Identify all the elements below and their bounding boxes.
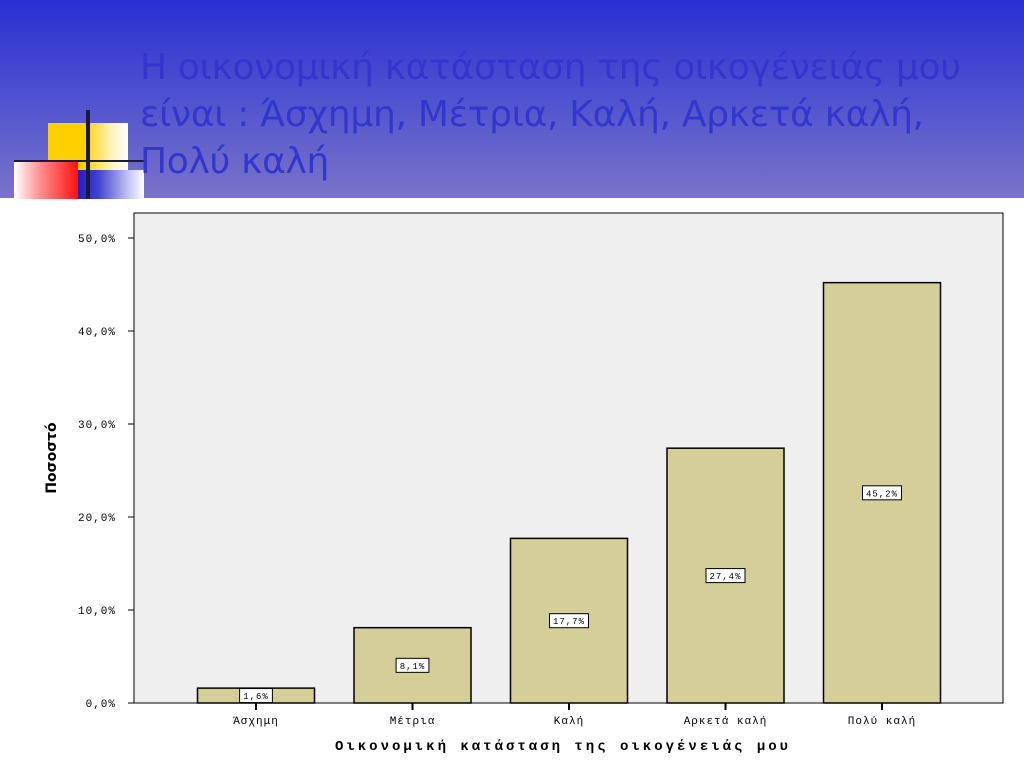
data-label-box bbox=[705, 568, 746, 584]
decor-horizontal-line bbox=[14, 160, 144, 162]
y-tick-label: 40,0% bbox=[78, 327, 116, 339]
x-tick-label: Αρκετά καλή bbox=[684, 716, 768, 728]
data-label-box bbox=[395, 657, 430, 673]
decor-red-square bbox=[14, 162, 78, 199]
slide-header bbox=[0, 0, 1024, 198]
data-label: 45,2% bbox=[866, 489, 898, 499]
data-label-box bbox=[862, 485, 902, 501]
x-axis-title: Οικονομική κατάσταση της οικογένειάς μου bbox=[335, 738, 791, 755]
slide-title: Η οικονομική κατάσταση της οικογένειάς μ… bbox=[140, 47, 961, 182]
y-axis: 0,0% 10,0% 20,0% 30,0% 40,0% 50,0% bbox=[78, 234, 134, 711]
data-label-box bbox=[549, 613, 589, 629]
x-axis: Άσχημη Μέτρια Καλή Αρκετά καλή Πολύ καλή bbox=[233, 703, 916, 728]
data-label-box bbox=[239, 688, 273, 704]
y-tick-label: 50,0% bbox=[78, 234, 116, 246]
y-tick-label: 20,0% bbox=[78, 513, 116, 525]
data-label: 27,4% bbox=[709, 572, 741, 582]
x-tick-label: Πολύ καλή bbox=[848, 716, 916, 728]
y-tick-label: 10,0% bbox=[78, 606, 116, 618]
x-tick-label: Καλή bbox=[554, 716, 584, 728]
decor-vertical-line bbox=[86, 110, 90, 199]
y-tick-label: 0,0% bbox=[86, 699, 116, 711]
x-tick-label: Μέτρια bbox=[390, 716, 436, 728]
data-label: 1,6% bbox=[243, 692, 269, 702]
data-label: 8,1% bbox=[400, 662, 426, 672]
x-tick-label: Άσχημη bbox=[233, 716, 279, 728]
data-label: 17,7% bbox=[553, 617, 585, 627]
data-labels: 1,6% 8,1% 17,7% 27,4% 45,2% bbox=[239, 485, 902, 704]
y-tick-label: 30,0% bbox=[78, 420, 116, 432]
y-axis-title: Ποσοστό bbox=[44, 422, 60, 494]
